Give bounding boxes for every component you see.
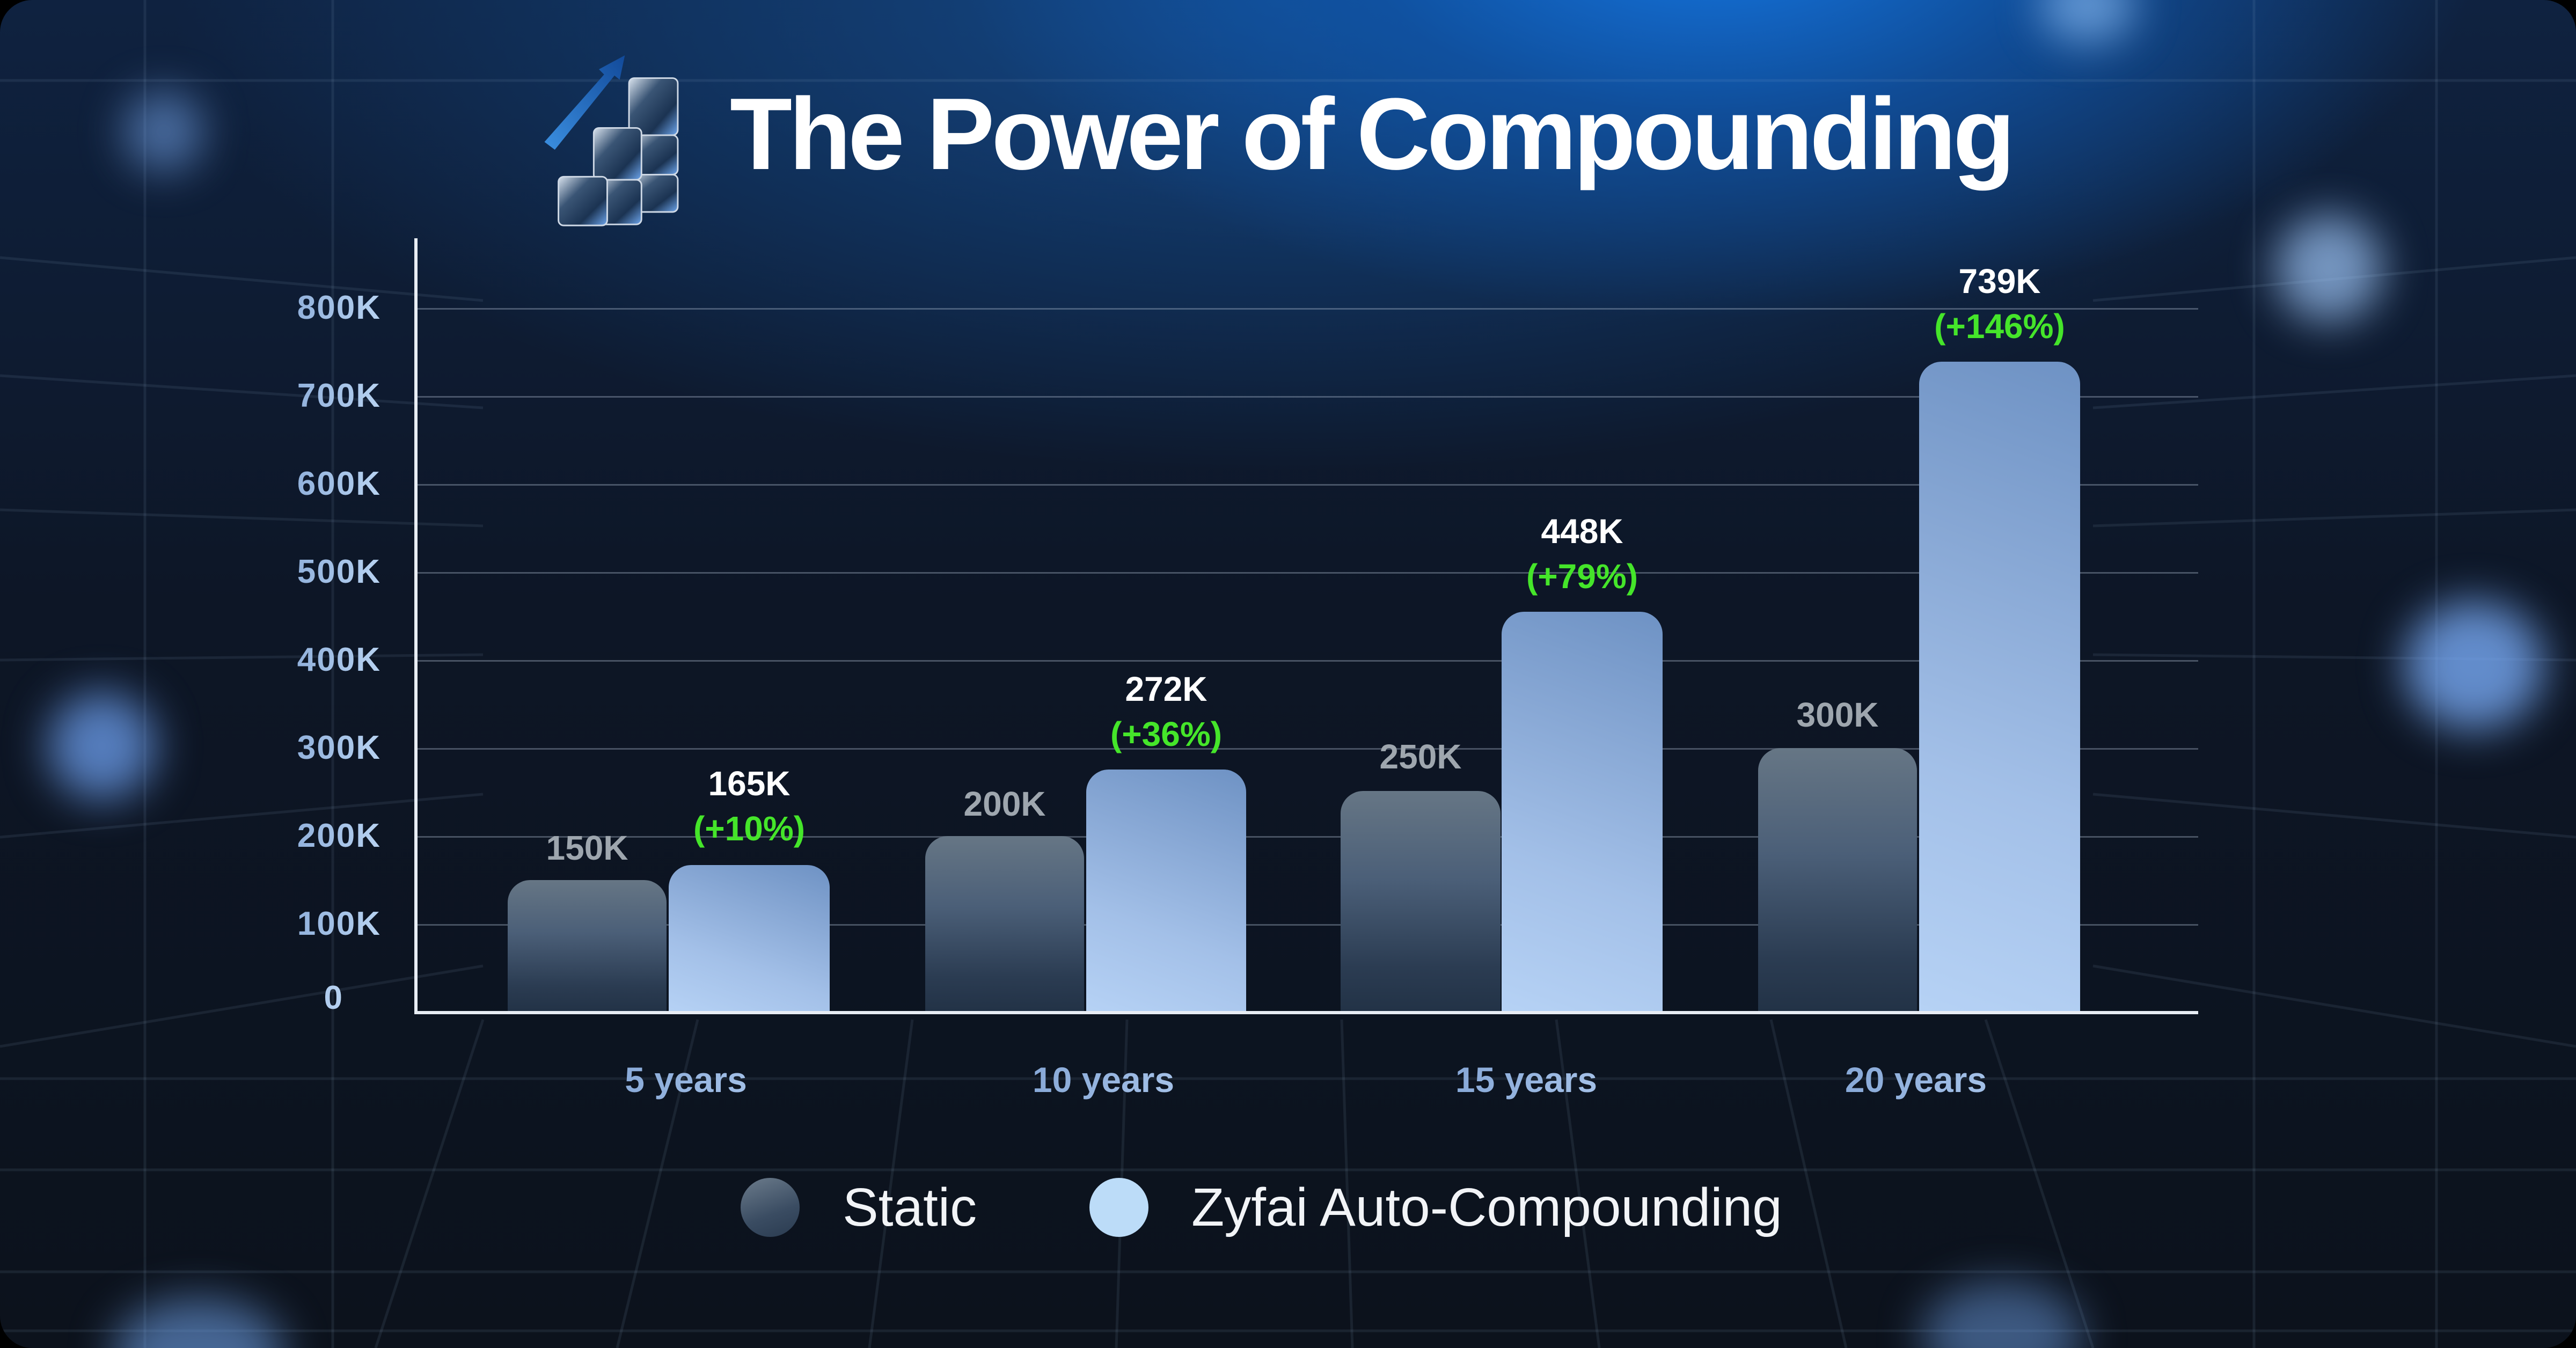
y-tick-label: 300K	[220, 729, 381, 767]
x-tick-label: 10 years	[969, 1059, 1238, 1100]
chart-legend: Static Zyfai Auto-Compounding	[741, 1170, 1895, 1245]
bar-value-static: 300K	[1796, 695, 1879, 734]
glow-orb	[2275, 215, 2383, 322]
legend-swatch-auto	[1089, 1178, 1149, 1237]
y-axis-line	[414, 238, 418, 1013]
y-tick-label: 800K	[220, 289, 381, 327]
chart-title: The Power of Compounding	[730, 77, 2015, 191]
x-tick-label: 5 years	[552, 1059, 820, 1100]
bar-percent-gain: (+146%)	[1934, 307, 2065, 346]
gridline	[418, 572, 2198, 574]
gridline	[418, 836, 2198, 838]
y-tick-label: 0	[182, 979, 343, 1017]
bar-static-10y[interactable]	[925, 836, 1084, 1012]
rising-cubes-arrow-icon	[537, 40, 692, 228]
y-tick-label: 500K	[220, 553, 381, 591]
x-axis-line	[414, 1011, 2198, 1014]
bar-value-static: 250K	[1379, 737, 1462, 776]
gridline	[418, 660, 2198, 662]
bar-auto-10y[interactable]	[1086, 770, 1246, 1012]
bar-value-auto: 448K	[1541, 512, 1623, 551]
y-tick-label: 200K	[220, 817, 381, 855]
y-tick-label: 700K	[220, 377, 381, 415]
glow-orb	[123, 91, 204, 172]
bar-value-auto: 165K	[708, 764, 791, 803]
gridline	[418, 308, 2198, 310]
y-tick-label: 400K	[220, 641, 381, 679]
legend-label-static[interactable]: Static	[843, 1177, 977, 1237]
bar-auto-15y[interactable]	[1502, 612, 1663, 1012]
bar-percent-gain: (+36%)	[1110, 715, 1223, 753]
glow-orb	[1921, 1283, 2082, 1348]
bar-value-auto: 739K	[1958, 262, 2041, 301]
bar-percent-gain: (+79%)	[1526, 557, 1638, 596]
gridline	[418, 748, 2198, 750]
glow-orb	[48, 692, 156, 800]
legend-label-auto[interactable]: Zyfai Auto-Compounding	[1191, 1177, 1782, 1237]
bar-value-static: 150K	[546, 829, 628, 867]
glow-orb	[2404, 601, 2544, 730]
glow-orb	[113, 1299, 284, 1348]
gridline	[418, 484, 2198, 486]
bar-value-auto: 272K	[1125, 670, 1208, 708]
x-tick-label: 15 years	[1392, 1059, 1660, 1100]
bar-auto-20y[interactable]	[1919, 362, 2080, 1012]
glow-orb	[2039, 0, 2136, 43]
chart-header: The Power of Compounding	[537, 38, 2015, 231]
bar-static-15y[interactable]	[1341, 791, 1501, 1012]
y-tick-label: 600K	[220, 465, 381, 503]
bar-value-static: 200K	[963, 785, 1046, 823]
bar-auto-5y[interactable]	[669, 865, 830, 1012]
bar-static-5y[interactable]	[508, 880, 667, 1012]
bar-static-20y[interactable]	[1758, 748, 1917, 1012]
gridline	[418, 924, 2198, 926]
legend-swatch-static	[741, 1178, 800, 1237]
y-tick-label: 100K	[220, 905, 381, 943]
bar-percent-gain: (+10%)	[693, 809, 806, 848]
x-tick-label: 20 years	[1782, 1059, 2050, 1100]
gridline	[418, 396, 2198, 398]
